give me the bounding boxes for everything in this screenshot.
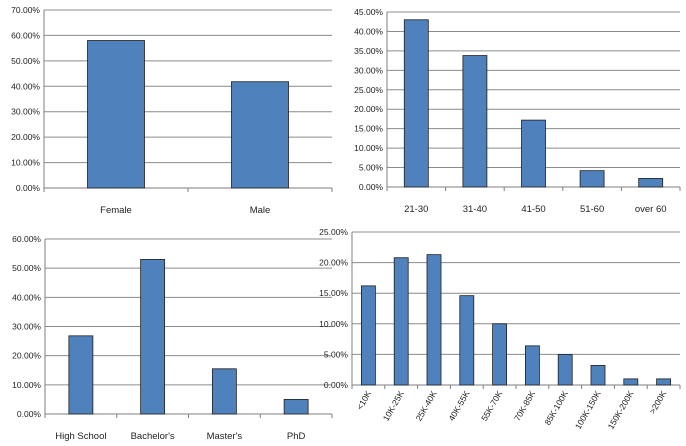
y-tick-label: 10.00% bbox=[11, 158, 40, 168]
y-tick-label: 20.00% bbox=[319, 258, 348, 268]
bar bbox=[521, 119, 546, 188]
x-tick-label: Male bbox=[250, 205, 271, 216]
bar bbox=[638, 178, 664, 188]
x-tick-label: Female bbox=[100, 205, 132, 216]
y-tick-label: 10.00% bbox=[12, 380, 41, 390]
y-tick-label: 50.00% bbox=[11, 56, 40, 66]
y-tick-label: 30.00% bbox=[12, 322, 41, 332]
y-tick-label: 20.00% bbox=[11, 132, 40, 142]
x-tick-label: 85K-100K bbox=[542, 389, 570, 427]
bar bbox=[68, 335, 94, 415]
bar bbox=[231, 81, 289, 189]
y-tick-label: 5.00% bbox=[324, 349, 349, 359]
y-tick-label: 40.00% bbox=[12, 292, 41, 302]
y-tick-label: 70.00% bbox=[11, 5, 40, 15]
bar bbox=[140, 259, 166, 415]
y-tick-label: 0.00% bbox=[359, 182, 384, 192]
y-tick-label: 60.00% bbox=[11, 30, 40, 40]
y-tick-label: 0.00% bbox=[16, 183, 41, 193]
bar bbox=[403, 19, 429, 188]
y-tick-label: 45.00% bbox=[354, 7, 383, 17]
y-tick-label: 25.00% bbox=[354, 85, 383, 95]
x-tick-label: 55K-70K bbox=[479, 389, 504, 423]
y-tick-label: 10.00% bbox=[354, 143, 383, 153]
y-tick-label: 40.00% bbox=[354, 26, 383, 36]
x-tick-label: 31-40 bbox=[463, 204, 487, 215]
y-tick-label: 5.00% bbox=[359, 163, 384, 173]
x-tick-label: 70K-85K bbox=[512, 389, 537, 423]
x-tick-label: 150K-200K bbox=[606, 389, 636, 431]
x-tick-label: PhD bbox=[287, 431, 306, 442]
chart-age: 0.00% 5.00% 10.00% 15.00% 20.00% 25.00% 30.00%… bbox=[354, 7, 681, 215]
y-tick-label: 0.00% bbox=[324, 380, 349, 390]
y-tick-label: 20.00% bbox=[354, 104, 383, 114]
y-tick-label: 60.00% bbox=[12, 234, 41, 244]
bar bbox=[459, 295, 475, 386]
x-tick-label: 51-60 bbox=[580, 204, 604, 215]
x-tick-label: 10K-25K bbox=[381, 389, 406, 423]
y-tick-label: 30.00% bbox=[11, 107, 40, 117]
bar bbox=[87, 40, 145, 189]
x-tick-label: 40K-55K bbox=[446, 389, 471, 423]
x-tick-label: Bachelor's bbox=[131, 431, 175, 442]
y-tick-label: 15.00% bbox=[354, 124, 383, 134]
y-tick-label: 15.00% bbox=[319, 288, 348, 298]
y-tick-label: 35.00% bbox=[354, 46, 383, 56]
x-tick-label: 21-30 bbox=[404, 204, 428, 215]
x-tick-label: 41-50 bbox=[521, 204, 545, 215]
chart-education: 0.00% 10.00% 20.00% 30.00% 40.00% 50.00% 60.00… bbox=[12, 234, 333, 442]
bar bbox=[590, 365, 606, 386]
bar bbox=[462, 55, 488, 188]
chart-gender: 0.00% 10.00% 20.00% 30.00% 40.00% 50.00% 60.00… bbox=[11, 5, 333, 216]
bar bbox=[492, 323, 508, 386]
y-tick-label: 10.00% bbox=[319, 319, 348, 329]
x-tick-label: <10K bbox=[354, 389, 373, 412]
y-tick-label: 50.00% bbox=[12, 263, 41, 273]
x-tick-label: >200K bbox=[647, 389, 668, 416]
chart-income: 0.00% 5.00% 10.00% 15.00% 20.00% 25.00% <10K 10… bbox=[319, 227, 681, 431]
y-tick-label: 25.00% bbox=[319, 227, 348, 237]
x-tick-label: 100K-150K bbox=[573, 389, 603, 431]
bar bbox=[623, 378, 639, 386]
bar bbox=[211, 368, 237, 415]
y-tick-label: 30.00% bbox=[354, 65, 383, 75]
bar bbox=[557, 353, 573, 386]
bar bbox=[393, 257, 409, 386]
y-tick-label: 20.00% bbox=[12, 351, 41, 361]
bar bbox=[426, 254, 442, 386]
x-tick-label: 25K-40K bbox=[414, 389, 439, 423]
bar bbox=[656, 378, 671, 386]
x-tick-label: Master's bbox=[207, 431, 243, 442]
y-tick-label: 40.00% bbox=[11, 81, 40, 91]
x-tick-label: High School bbox=[55, 431, 106, 442]
bar bbox=[360, 285, 376, 386]
y-tick-label: 0.00% bbox=[17, 409, 42, 419]
bar bbox=[579, 170, 605, 188]
x-tick-label: over 60 bbox=[635, 204, 667, 215]
bar bbox=[283, 399, 309, 415]
bar bbox=[525, 345, 540, 386]
